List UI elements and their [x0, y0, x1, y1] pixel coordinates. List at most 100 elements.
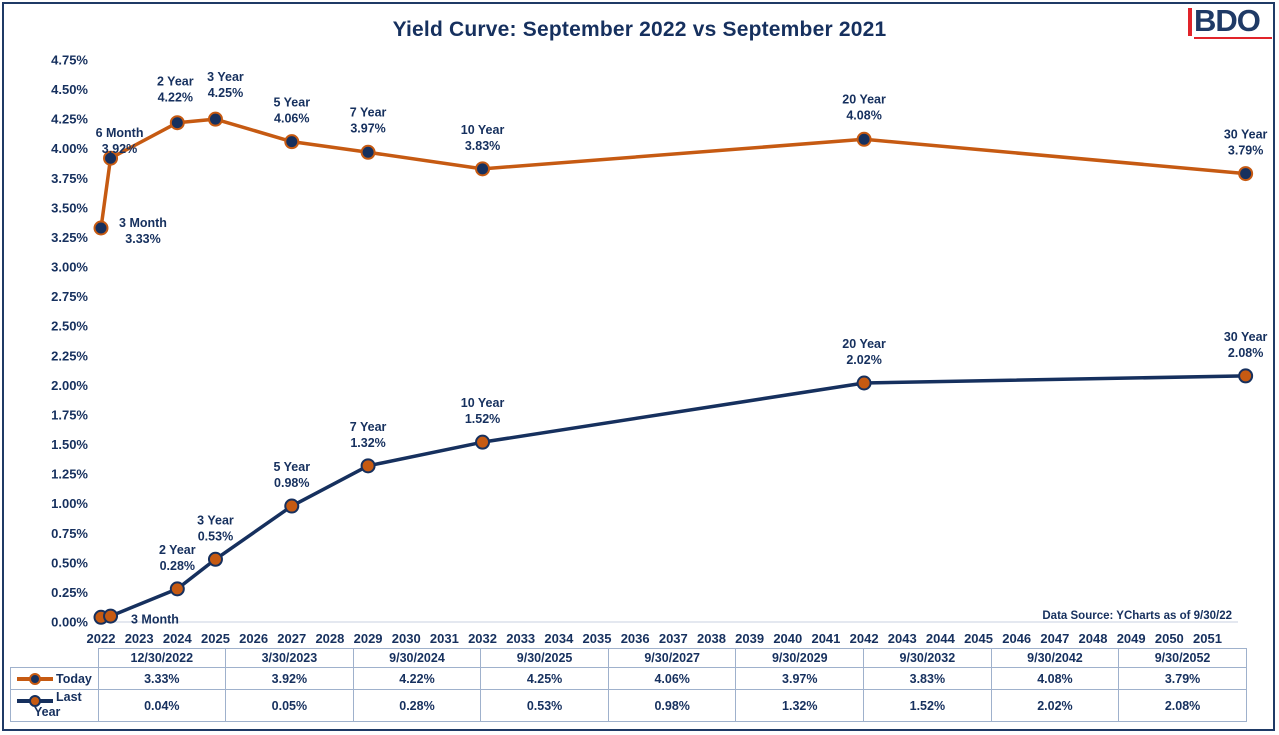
data-label-name-today: 30 Year [1224, 128, 1268, 142]
table-cell-today: 4.08% [990, 667, 1120, 690]
legend-last-year-line [17, 695, 53, 707]
x-tick-label: 2032 [468, 631, 497, 646]
table-header-date: 9/30/2025 [480, 648, 609, 668]
table-cell-last-year: 0.28% [352, 689, 482, 722]
y-tick-label: 2.75% [51, 289, 88, 304]
table-header-date: 12/30/2022 [97, 648, 227, 668]
legend-today-line [17, 672, 53, 685]
x-tick-label: 2028 [315, 631, 344, 646]
logo-bar [1188, 8, 1192, 36]
data-label-value-today: 4.22% [158, 91, 193, 105]
data-label-value-today: 3.83% [465, 139, 500, 153]
logo-text: BDO [1194, 3, 1261, 38]
y-tick-label: 1.00% [51, 496, 88, 511]
data-label-value-today: 3.33% [125, 232, 160, 246]
table-cell-last-year: 0.05% [225, 689, 354, 722]
legend-last-label-1: Last [56, 690, 82, 704]
data-point-today [284, 134, 300, 150]
data-point-today [360, 144, 376, 160]
data-point-today [856, 131, 872, 147]
y-tick-label: 0.75% [51, 526, 88, 541]
y-tick-label: 3.25% [51, 230, 88, 245]
table-cell-last-year: 0.04% [97, 689, 227, 722]
x-tick-label: 2025 [201, 631, 230, 646]
data-label-value-last-year: 0.98% [274, 476, 309, 490]
data-point-today [169, 115, 185, 131]
table-cell-today: 3.92% [225, 667, 354, 690]
data-label-value-last-year: 1.52% [465, 412, 500, 426]
y-tick-label: 4.00% [51, 141, 88, 156]
x-tick-label: 2050 [1155, 631, 1184, 646]
y-tick-label: 2.25% [51, 348, 88, 363]
y-tick-label: 3.00% [51, 260, 88, 275]
y-tick-label: 1.25% [51, 467, 88, 482]
data-label-name-today: 5 Year [273, 96, 310, 110]
data-point-today [103, 150, 119, 166]
legend-today: Today [10, 667, 99, 690]
y-tick-label: 2.00% [51, 378, 88, 393]
series-line-today [99, 117, 1246, 229]
data-point-last-year [360, 458, 376, 474]
x-tick-label: 2042 [850, 631, 879, 646]
x-tick-label: 2022 [87, 631, 116, 646]
data-label-name-last-year: 30 Year [1224, 330, 1268, 344]
y-tick-label: 4.75% [51, 53, 88, 68]
x-tick-label: 2036 [621, 631, 650, 646]
data-label-value-last-year: 2.08% [1228, 346, 1263, 360]
data-label-name-last-year: 20 Year [842, 337, 886, 351]
data-table: 12/30/2022 3/30/2023 9/30/2024 9/30/2025 9/3… [10, 648, 1247, 722]
x-tick-label: 2039 [735, 631, 764, 646]
data-label-value-last-year: 0.53% [198, 529, 233, 543]
data-label-name-today: 20 Year [842, 92, 886, 106]
data-label-name-last-year: 5 Year [273, 460, 310, 474]
x-tick-label: 2044 [926, 631, 956, 646]
data-point-last-year [856, 375, 872, 391]
table-cell-last-year: 0.53% [480, 689, 609, 722]
y-tick-label: 4.25% [51, 112, 88, 127]
data-label-value-last-year: 0.28% [160, 559, 195, 573]
x-tick-label: 2051 [1193, 631, 1222, 646]
data-label-value-today: 3.97% [350, 121, 385, 135]
y-tick-label: 3.50% [51, 200, 88, 215]
logo-underline [1194, 37, 1272, 39]
legend-last-year-marker [29, 695, 41, 707]
data-point-last-year [169, 581, 185, 597]
data-label-name-last-year: 7 Year [350, 420, 387, 434]
data-label-name-last-year: 2 Year [159, 543, 196, 557]
x-tick-label: 2037 [659, 631, 688, 646]
table-cell-last-year: 1.52% [863, 689, 992, 722]
data-label-name-today: 3 Year [207, 70, 244, 84]
series-line-last-year [100, 374, 1246, 620]
table-cell-last-year: 0.98% [607, 689, 737, 722]
x-tick-label: 2023 [125, 631, 154, 646]
table-header-date: 9/30/2027 [607, 648, 737, 668]
x-tick-label: 2049 [1117, 631, 1146, 646]
table-header-date: 3/30/2023 [225, 648, 354, 668]
table-cell-today: 4.22% [352, 667, 482, 690]
table-header-date: 9/30/2052 [1118, 648, 1247, 668]
table-cell-today: 3.79% [1118, 667, 1247, 690]
y-tick-label: 0.50% [51, 555, 88, 570]
table-row-last-year: Last Year 0.04% 0.05% 0.28% 0.53% 0.98% 1.32%… [10, 689, 1247, 722]
data-point-today [93, 220, 109, 236]
table-cell-today: 3.33% [97, 667, 227, 690]
y-tick-label: 0.00% [51, 615, 88, 630]
x-tick-label: 2027 [277, 631, 306, 646]
x-tick-label: 2024 [163, 631, 193, 646]
data-point-today [475, 161, 491, 177]
data-point-today [1238, 166, 1254, 182]
data-label-name-today: 10 Year [461, 123, 505, 137]
data-point-last-year [1238, 368, 1254, 384]
table-header-date: 9/30/2032 [863, 648, 992, 668]
table-cell-today: 3.83% [863, 667, 992, 690]
data-label-value-today: 3.92% [102, 142, 137, 156]
data-point-last-year [207, 551, 223, 567]
data-point-last-year [284, 498, 300, 514]
x-tick-label: 2046 [1002, 631, 1031, 646]
x-tick-label: 2030 [392, 631, 421, 646]
data-label-name-today: 6 Month [96, 126, 144, 140]
table-corner [10, 648, 99, 668]
yield-curve-chart: 0.00% 0.25% 0.50% 0.75% 1.00% 1.25% 1.50% 1.75%… [51, 53, 1268, 647]
data-point-last-year [475, 434, 491, 450]
legend-last-label-2: Year [34, 705, 61, 719]
